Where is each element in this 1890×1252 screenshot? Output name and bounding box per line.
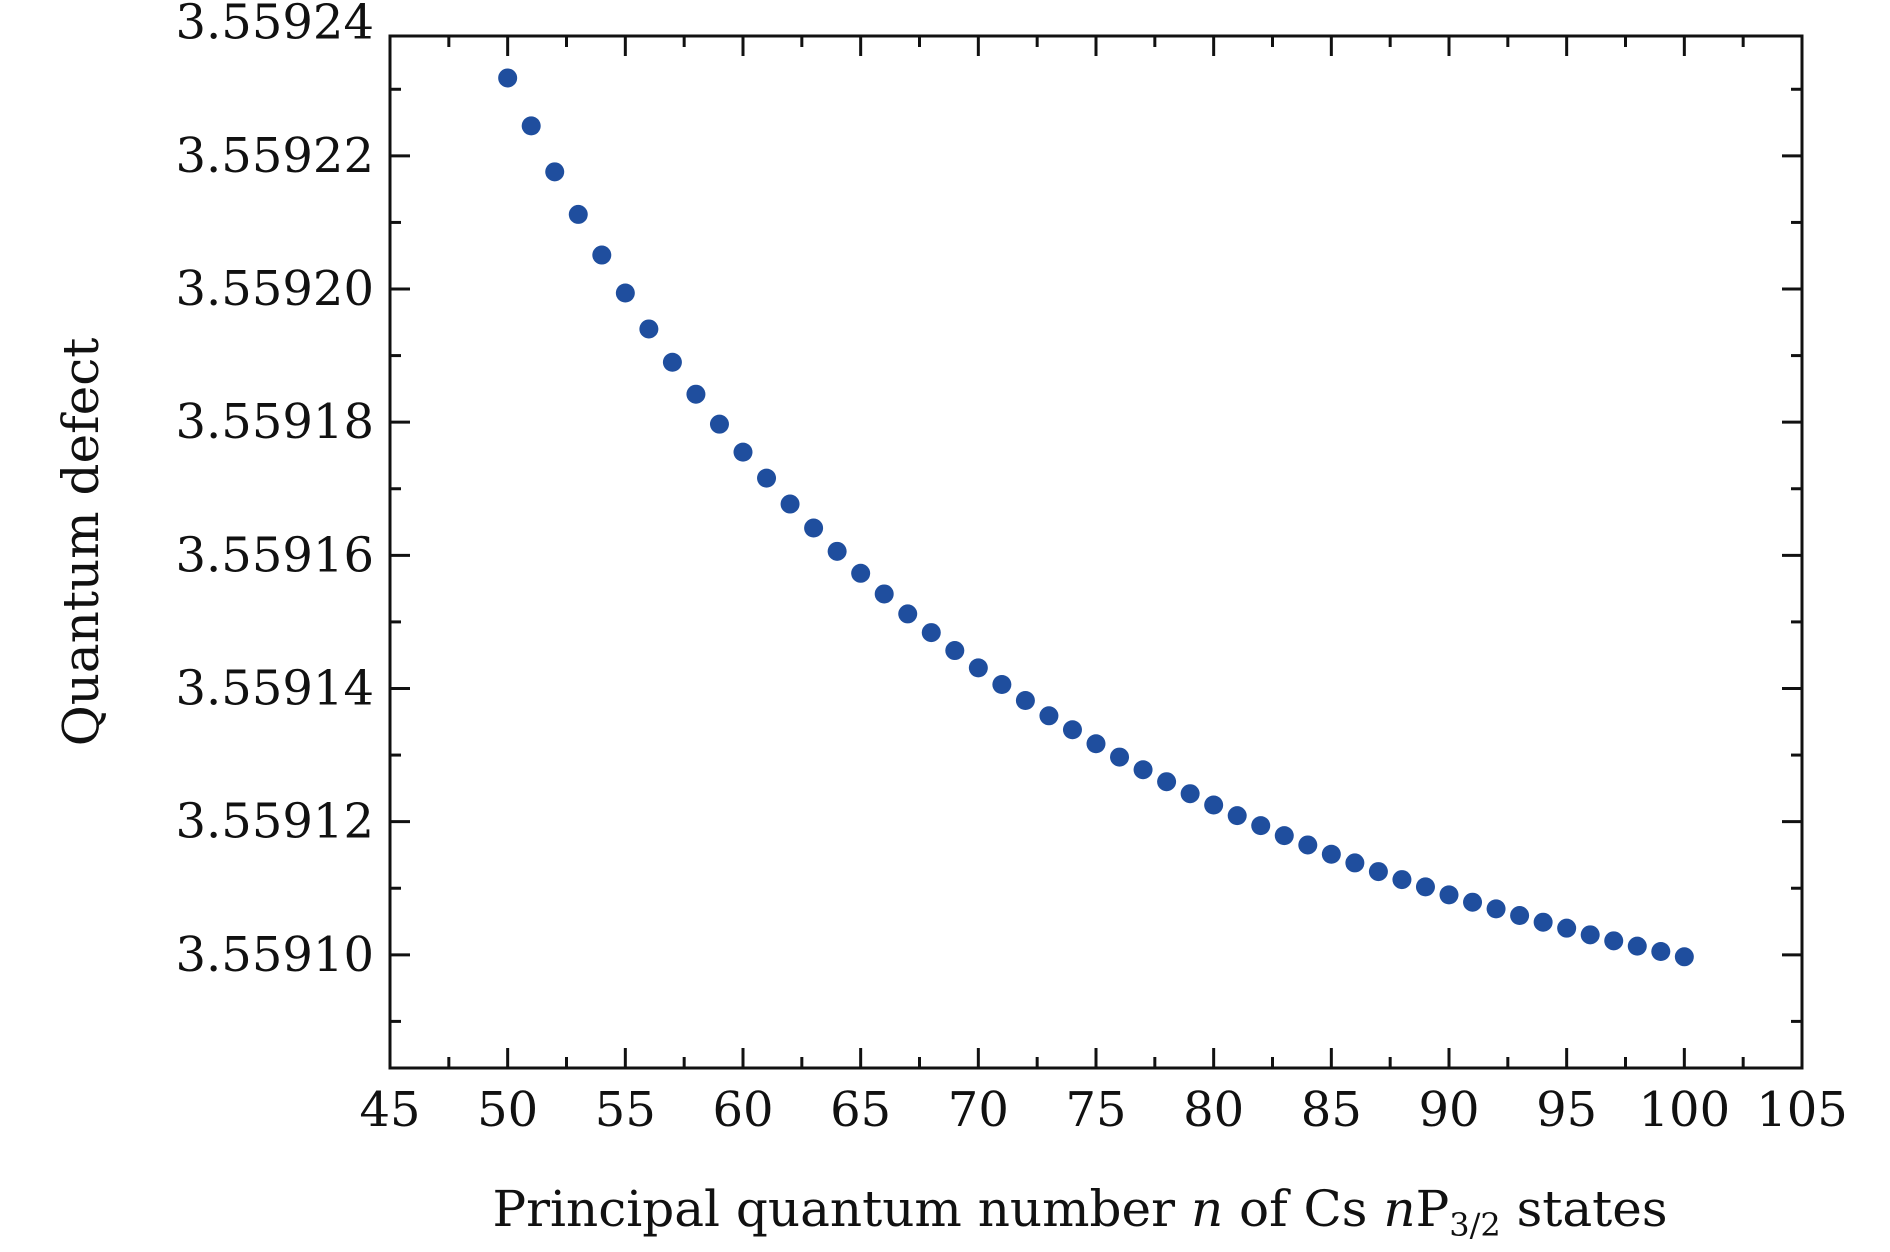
data-point <box>804 518 824 538</box>
data-point <box>1274 826 1294 846</box>
data-point <box>1627 936 1647 956</box>
x-axis-title-var-n: n <box>1191 1180 1223 1238</box>
data-point <box>1251 816 1271 836</box>
y-axis-title: Quantum defect <box>52 338 110 747</box>
data-point <box>639 319 659 339</box>
x-axis-title-prefix: Principal quantum number <box>492 1180 1190 1238</box>
data-point <box>1463 892 1483 912</box>
x-tick-label: 65 <box>830 1082 891 1138</box>
x-tick-label: 75 <box>1065 1082 1126 1138</box>
data-point <box>874 584 894 604</box>
data-point <box>1227 806 1247 826</box>
x-tick-label: 95 <box>1536 1082 1597 1138</box>
data-point <box>1580 925 1600 945</box>
data-point <box>1015 690 1035 710</box>
data-point <box>992 674 1012 694</box>
y-tick-labels: 3.55910 3.55912 3.55914 3.55916 3.55918 3.559… <box>176 0 375 983</box>
data-point <box>1557 918 1577 938</box>
x-tick-label: 45 <box>359 1082 420 1138</box>
data-point <box>898 604 918 624</box>
data-point <box>1533 912 1553 932</box>
data-point <box>851 563 871 583</box>
data-point <box>1674 947 1694 967</box>
data-point <box>568 204 588 224</box>
x-axis-title-suffix: states <box>1501 1180 1668 1238</box>
data-point <box>827 541 847 561</box>
data-point <box>733 442 753 462</box>
data-point <box>945 641 965 661</box>
data-point <box>1180 784 1200 804</box>
data-point <box>1086 734 1106 754</box>
y-tick-label: 3.55912 <box>176 794 375 850</box>
y-tick-label: 3.55924 <box>176 0 375 51</box>
data-point <box>1392 870 1412 890</box>
x-axis-title-p: P <box>1416 1180 1450 1238</box>
data-point <box>615 283 635 303</box>
data-points <box>498 68 1694 967</box>
data-point <box>1651 941 1671 961</box>
data-point <box>1415 877 1435 897</box>
x-axis-title-var-n-2: n <box>1383 1180 1415 1238</box>
data-point <box>1439 885 1459 905</box>
data-point <box>498 68 518 88</box>
x-tick-label: 80 <box>1183 1082 1244 1138</box>
data-point <box>757 468 777 488</box>
x-tick-label: 90 <box>1418 1082 1479 1138</box>
y-tick-label: 3.55922 <box>176 128 375 184</box>
x-tick-label: 100 <box>1639 1082 1731 1138</box>
data-point <box>1604 931 1624 951</box>
data-point <box>1321 844 1341 864</box>
data-point <box>968 658 988 678</box>
data-point <box>780 494 800 514</box>
data-point <box>521 116 541 136</box>
x-tick-label: 70 <box>948 1082 1009 1138</box>
y-tick-label: 3.55910 <box>176 927 375 983</box>
data-point <box>1204 795 1224 815</box>
data-point <box>1062 720 1082 740</box>
x-tick-label: 50 <box>477 1082 538 1138</box>
y-tick-label: 3.55920 <box>176 261 375 317</box>
x-axis-title: Principal quantum number n of Cs nP3/2 s… <box>492 1180 1667 1244</box>
data-point <box>592 245 612 265</box>
data-point <box>921 623 941 643</box>
y-tick-label: 3.55914 <box>176 660 375 716</box>
data-point <box>662 352 682 372</box>
data-point <box>1345 853 1365 873</box>
x-tick-label: 85 <box>1301 1082 1362 1138</box>
data-point <box>1368 862 1388 882</box>
x-tick-label: 55 <box>595 1082 656 1138</box>
data-point <box>545 162 565 182</box>
data-point <box>1510 906 1530 926</box>
x-axis-title-mid: of Cs <box>1223 1180 1383 1238</box>
data-point <box>1133 760 1153 780</box>
y-tick-label: 3.55916 <box>176 527 375 583</box>
x-tick-label: 60 <box>712 1082 773 1138</box>
data-point <box>1486 899 1506 919</box>
data-point <box>1298 835 1318 855</box>
data-point <box>709 414 729 434</box>
plot-frame <box>388 34 1804 1070</box>
x-tick-labels: 45 50 55 60 65 70 75 80 85 90 95 100 105 <box>359 1082 1847 1138</box>
data-point <box>686 384 706 404</box>
x-axis-title-subscript: 3/2 <box>1449 1206 1501 1244</box>
data-point <box>1110 747 1130 767</box>
data-point <box>1039 706 1059 726</box>
axis-ticks <box>388 36 1804 1068</box>
y-tick-label: 3.55918 <box>176 394 375 450</box>
data-point <box>1157 772 1177 792</box>
x-tick-label: 105 <box>1756 1082 1848 1138</box>
